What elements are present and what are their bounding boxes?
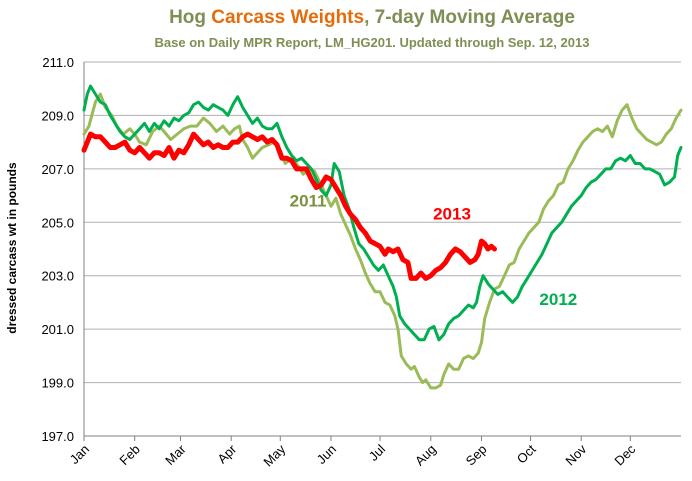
x-axis-ticks: Jan Feb Mar Apr May Jun Jul Aug Sep Oct Nov Dec (67, 436, 639, 469)
x-tick-label: Jul (366, 441, 388, 463)
series-lines (81, 84, 683, 390)
y-tick-label: 209.0 (41, 108, 74, 123)
y-tick-label: 197.0 (41, 429, 74, 444)
series-line-2013 (81, 131, 497, 281)
x-tick-label: Mar (162, 441, 189, 468)
y-tick-label: 207.0 (41, 162, 74, 177)
x-tick-label: May (260, 441, 288, 469)
series-label-2011: 2011 (290, 191, 327, 210)
series-line-2012 (82, 84, 683, 342)
plot-axes (83, 62, 681, 437)
chart-title-part: Hog (169, 7, 211, 28)
series-annotations: 2011 2012 2013 (290, 191, 578, 309)
y-axis-label: dressed carcass wt in pounds (5, 162, 19, 334)
y-tick-label: 203.0 (41, 269, 74, 284)
x-tick-label: Sep (463, 442, 490, 469)
x-tick-label: Feb (116, 442, 142, 468)
series-label-2012: 2012 (539, 290, 577, 309)
x-tick-label: Aug (412, 442, 439, 469)
x-tick-label: Nov (562, 441, 589, 468)
chart-subtitle: Base on Daily MPR Report, LM_HG201. Upda… (155, 35, 590, 50)
x-tick-label: Jun (314, 442, 339, 467)
x-tick-label: Apr (214, 441, 239, 466)
y-tick-label: 201.0 (41, 322, 74, 337)
chart-title-part: Carcass Weights (211, 7, 364, 28)
x-tick-label: Oct (514, 441, 539, 466)
y-tick-label: 211.0 (42, 55, 74, 70)
y-tick-label: 199.0 (41, 376, 74, 391)
chart-title: Hog Carcass Weights, 7-day Moving Averag… (169, 7, 575, 28)
x-tick-label: Jan (67, 442, 92, 467)
y-axis-ticks: 197.0 199.0 201.0 203.0 205.0 207.0 209.0 211.0 (41, 55, 74, 444)
chart-title-part: , 7-day Moving Average (364, 7, 575, 28)
series-label-2013: 2013 (433, 205, 471, 224)
series-line-2011 (82, 92, 683, 390)
x-tick-label: Dec (611, 441, 638, 468)
y-tick-label: 205.0 (41, 215, 74, 230)
